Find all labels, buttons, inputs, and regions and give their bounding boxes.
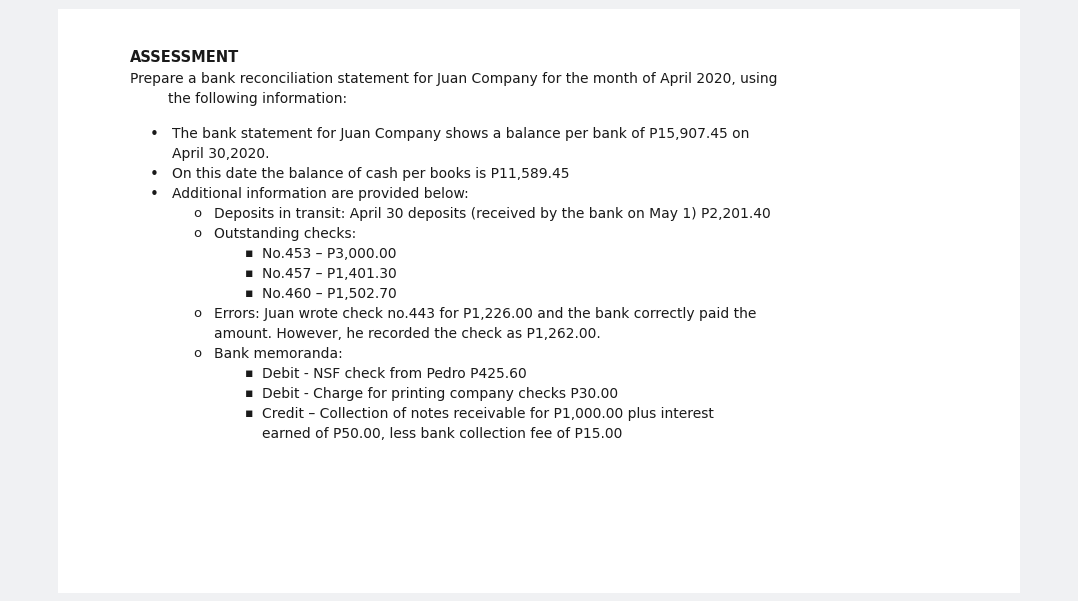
Text: ▪: ▪ [245,247,253,260]
Text: Credit – Collection of notes receivable for P1,000.00 plus interest: Credit – Collection of notes receivable … [262,407,714,421]
Text: ▪: ▪ [245,267,253,280]
Text: Bank memoranda:: Bank memoranda: [215,347,343,361]
Text: Debit - Charge for printing company checks P30.00: Debit - Charge for printing company chec… [262,387,618,401]
Text: the following information:: the following information: [168,92,347,106]
Text: April 30,2020.: April 30,2020. [172,147,270,161]
Text: ASSESSMENT: ASSESSMENT [130,50,239,65]
Text: ▪: ▪ [245,407,253,420]
Text: No.453 – P3,000.00: No.453 – P3,000.00 [262,247,397,261]
Text: Additional information are provided below:: Additional information are provided belo… [172,187,469,201]
Text: o: o [193,347,202,360]
Text: Outstanding checks:: Outstanding checks: [215,227,356,241]
Text: o: o [193,207,202,220]
Text: The bank statement for Juan Company shows a balance per bank of P15,907.45 on: The bank statement for Juan Company show… [172,127,749,141]
Text: •: • [150,187,158,202]
Text: Prepare a bank reconciliation statement for Juan Company for the month of April : Prepare a bank reconciliation statement … [130,72,777,86]
Text: Deposits in transit: April 30 deposits (received by the bank on May 1) P2,201.40: Deposits in transit: April 30 deposits (… [215,207,771,221]
Text: Debit - NSF check from Pedro P425.60: Debit - NSF check from Pedro P425.60 [262,367,527,381]
Text: amount. However, he recorded the check as P1,262.00.: amount. However, he recorded the check a… [215,327,600,341]
Text: No.457 – P1,401.30: No.457 – P1,401.30 [262,267,397,281]
Text: •: • [150,167,158,182]
Text: No.460 – P1,502.70: No.460 – P1,502.70 [262,287,397,301]
Text: ▪: ▪ [245,367,253,380]
Text: On this date the balance of cash per books is P11,589.45: On this date the balance of cash per boo… [172,167,569,181]
Text: ▪: ▪ [245,387,253,400]
Text: o: o [193,307,202,320]
Text: Errors: Juan wrote check no.443 for P1,226.00 and the bank correctly paid the: Errors: Juan wrote check no.443 for P1,2… [215,307,757,321]
FancyBboxPatch shape [58,9,1020,593]
Text: •: • [150,127,158,142]
Text: o: o [193,227,202,240]
Text: ▪: ▪ [245,287,253,300]
Text: earned of P50.00, less bank collection fee of P15.00: earned of P50.00, less bank collection f… [262,427,622,441]
